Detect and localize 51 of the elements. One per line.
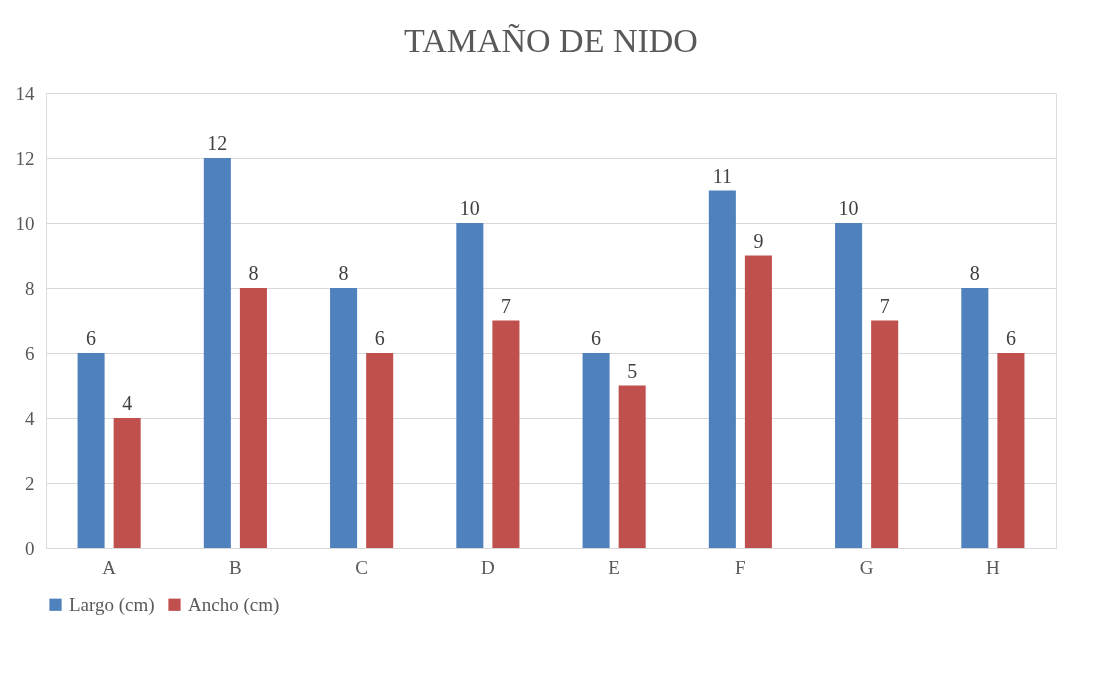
y-tick-label: 0 — [25, 537, 35, 559]
y-tick-label: 14 — [15, 82, 35, 104]
x-tick-label: C — [355, 556, 368, 578]
data-label: 8 — [969, 262, 980, 284]
bar — [203, 158, 231, 548]
y-tick-label: 6 — [25, 342, 35, 364]
chart-title: TAMAÑO DE NIDO — [404, 22, 698, 59]
data-label: 10 — [838, 197, 859, 219]
x-tick-label: H — [986, 556, 1001, 578]
bar — [708, 190, 736, 548]
bar — [961, 288, 989, 548]
x-tick-label: G — [859, 556, 874, 578]
y-tick-label: 10 — [15, 212, 35, 234]
bar — [113, 418, 141, 548]
data-label: 8 — [338, 262, 349, 284]
data-label: 6 — [374, 327, 385, 349]
data-label: 6 — [591, 327, 602, 349]
x-tick-label: F — [735, 556, 746, 578]
bar — [835, 223, 863, 548]
data-label: 6 — [1005, 327, 1016, 349]
data-label: 5 — [627, 359, 638, 382]
data-label: 10 — [459, 197, 480, 219]
bar — [239, 288, 267, 548]
bar — [492, 320, 520, 548]
data-label: 12 — [207, 132, 228, 154]
data-label: 7 — [500, 294, 511, 317]
y-tick-label: 2 — [25, 472, 35, 494]
bar — [582, 353, 610, 548]
x-tick-label: E — [608, 556, 620, 578]
legend-label: Ancho (cm) — [188, 593, 280, 616]
x-tick-label: D — [481, 556, 495, 578]
data-label: 11 — [712, 164, 732, 187]
y-tick-label: 4 — [25, 407, 35, 429]
y-tick-label: 8 — [25, 277, 35, 299]
x-tick-label: A — [102, 556, 117, 578]
x-tick-label: B — [229, 556, 242, 578]
bar — [366, 353, 394, 548]
bar — [77, 353, 105, 548]
data-label: 8 — [248, 262, 259, 284]
data-label: 6 — [86, 327, 97, 349]
y-tick-label: 12 — [15, 147, 35, 169]
legend-label: Largo (cm) — [69, 593, 155, 616]
bar — [744, 255, 772, 548]
data-label: 7 — [879, 294, 890, 317]
data-label: 9 — [753, 229, 764, 252]
bar — [618, 385, 646, 548]
bar — [997, 353, 1025, 548]
bar — [456, 223, 484, 548]
data-label: 4 — [122, 392, 133, 414]
bar — [330, 288, 358, 548]
bar — [871, 320, 899, 548]
